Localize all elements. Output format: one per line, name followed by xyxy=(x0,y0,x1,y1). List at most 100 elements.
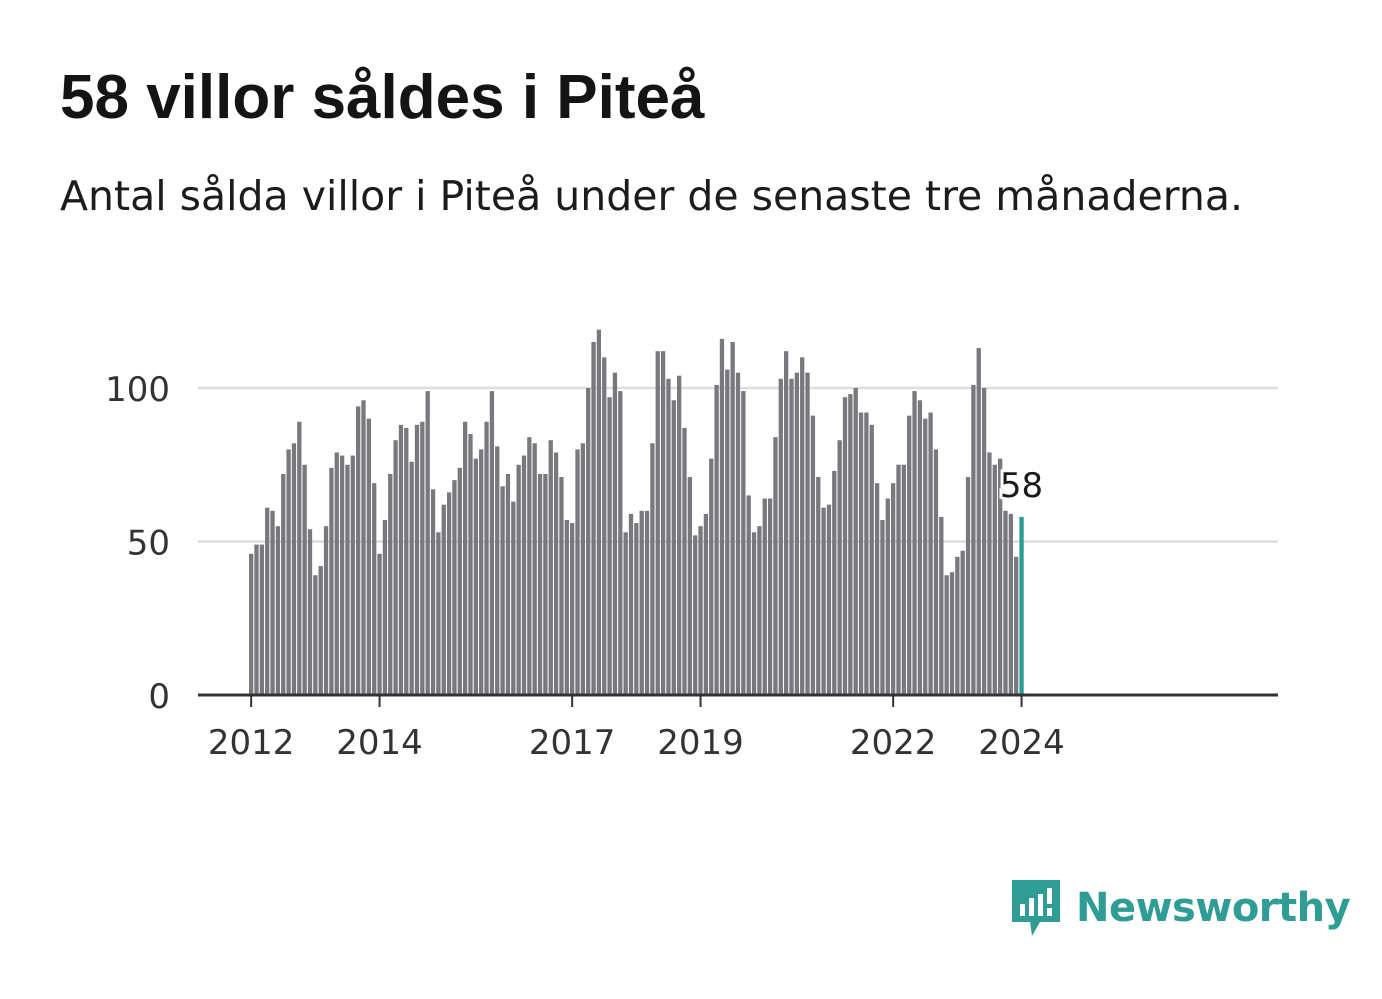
bar xyxy=(784,351,789,695)
bar xyxy=(901,464,906,695)
axes: 0 50 100 2012 2014 2017 2019 2022 2024 xyxy=(105,370,1278,763)
bar xyxy=(821,507,826,695)
bar xyxy=(259,544,264,695)
bar xyxy=(730,341,735,695)
bar xyxy=(981,388,987,695)
bar xyxy=(623,532,628,695)
bar xyxy=(944,575,949,695)
bar xyxy=(580,443,585,695)
bar xyxy=(564,520,569,695)
bar xyxy=(323,526,329,695)
bar xyxy=(489,391,495,695)
bar xyxy=(805,372,810,695)
bar xyxy=(527,437,532,695)
bar xyxy=(313,575,318,695)
bar xyxy=(339,455,345,695)
bar xyxy=(644,510,650,695)
bar xyxy=(249,553,254,695)
x-tick-label: 2017 xyxy=(529,723,616,763)
bar xyxy=(297,421,302,695)
bar xyxy=(671,400,676,695)
bar xyxy=(885,498,890,695)
bar xyxy=(639,510,644,695)
bar xyxy=(655,351,660,695)
bar xyxy=(960,550,965,695)
data-label-latest: 58 xyxy=(1000,466,1043,506)
bar xyxy=(703,513,709,695)
bar xyxy=(361,400,366,695)
bar xyxy=(436,532,441,695)
bar xyxy=(773,437,778,695)
brand-name: Newsworthy xyxy=(1076,885,1351,931)
bar xyxy=(751,532,757,695)
bar xyxy=(575,449,580,695)
bar xyxy=(650,443,655,695)
bar xyxy=(874,483,880,695)
bar xyxy=(446,492,452,695)
bar xyxy=(586,388,591,695)
bar xyxy=(757,526,762,695)
bar xyxy=(971,384,976,695)
bar xyxy=(767,498,773,695)
bar xyxy=(998,458,1003,695)
bar xyxy=(741,391,746,695)
bar xyxy=(714,384,719,695)
bar xyxy=(912,391,917,695)
bar xyxy=(612,372,618,695)
bar xyxy=(553,452,559,695)
bar xyxy=(719,338,725,695)
bar xyxy=(939,516,944,695)
bar xyxy=(441,504,446,695)
bar xyxy=(425,391,430,695)
bar xyxy=(853,388,858,695)
annotations: 58 xyxy=(997,463,1046,509)
bar xyxy=(302,464,307,695)
bar xyxy=(388,473,393,695)
bar xyxy=(917,400,923,695)
bar-highlighted xyxy=(1019,516,1024,695)
bar xyxy=(666,378,671,695)
bar xyxy=(291,443,297,695)
bar xyxy=(949,572,955,695)
bar xyxy=(965,477,971,695)
y-tick-label: 0 xyxy=(148,677,170,717)
bar xyxy=(430,489,436,695)
bar xyxy=(356,406,361,695)
bar xyxy=(832,470,837,695)
x-tick-label: 2014 xyxy=(336,723,423,763)
bar xyxy=(345,464,350,695)
bar xyxy=(548,440,553,695)
bar xyxy=(495,446,500,695)
bar xyxy=(869,424,874,695)
bar xyxy=(559,477,564,695)
bar xyxy=(816,477,821,695)
bar xyxy=(864,412,869,695)
bar xyxy=(634,523,639,695)
bar xyxy=(452,480,457,695)
bar xyxy=(677,375,682,695)
bar xyxy=(473,458,478,695)
bar xyxy=(933,449,939,695)
x-tick-label: 2012 xyxy=(208,723,295,763)
bar xyxy=(810,415,816,695)
bar xyxy=(329,467,334,695)
bar xyxy=(409,461,414,695)
bar xyxy=(382,520,388,695)
bar xyxy=(698,526,703,695)
bar xyxy=(286,449,291,695)
bar xyxy=(848,394,853,695)
x-tick-label: 2022 xyxy=(850,723,937,763)
bar xyxy=(607,397,612,695)
bar xyxy=(896,464,901,695)
bar xyxy=(955,556,960,695)
bar xyxy=(350,455,355,695)
bar xyxy=(393,440,398,695)
bar xyxy=(596,329,602,695)
bar xyxy=(778,378,783,695)
bar xyxy=(591,341,596,695)
bar xyxy=(521,455,527,695)
bar xyxy=(511,501,516,695)
bar xyxy=(372,483,377,695)
bar-chart: 0 50 100 2012 2014 2017 2019 2022 2024 58 xyxy=(105,329,1278,763)
bar xyxy=(537,473,543,695)
